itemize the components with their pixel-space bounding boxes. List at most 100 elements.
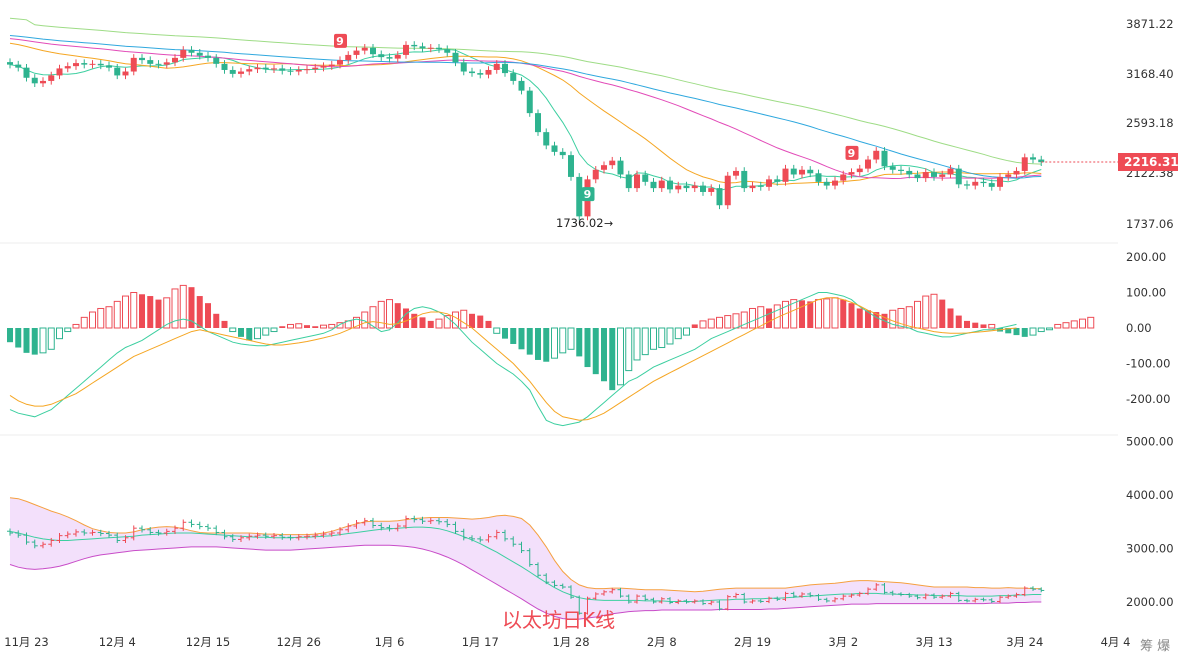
td-count-label: 9	[848, 147, 856, 160]
candle-body	[568, 155, 574, 177]
candle-body	[337, 60, 343, 65]
candle-body	[634, 174, 640, 189]
macd-histogram-bar	[897, 307, 905, 329]
candle-body	[295, 69, 302, 72]
td-count-label: 9	[584, 188, 592, 201]
macd-histogram-bar	[980, 324, 987, 328]
macd-histogram-bar	[460, 309, 468, 329]
candle-body	[378, 54, 385, 58]
candle-body	[1013, 170, 1020, 175]
macd-histogram-bar	[502, 328, 508, 339]
macd-histogram-bar	[386, 299, 393, 329]
candle-body	[411, 44, 418, 47]
candle-body	[502, 63, 508, 74]
candle-body	[403, 44, 409, 55]
macd-histogram-bar	[23, 328, 30, 353]
macd-histogram-bar	[238, 328, 244, 337]
td-count-label: 9	[336, 35, 344, 48]
candle-body	[246, 69, 253, 72]
macd-histogram-bar	[1029, 327, 1037, 336]
macd-histogram-bar	[377, 300, 385, 329]
macd-axis-tick: -100.00	[1126, 357, 1170, 371]
macd-histogram-bar	[790, 299, 798, 329]
date-axis-tick: 1月 17	[462, 635, 499, 649]
candle-body	[601, 165, 607, 170]
candle-body	[972, 181, 979, 186]
candle-body	[700, 185, 706, 192]
macd-histogram-bar	[47, 327, 55, 350]
candle-body	[865, 159, 871, 169]
candle-body	[386, 57, 393, 59]
candle-body	[922, 172, 929, 179]
macd-histogram-bar	[130, 292, 138, 329]
candle-body	[848, 172, 855, 175]
candle-body	[15, 64, 22, 68]
macd-histogram-bar	[122, 295, 129, 329]
candle-body	[188, 49, 195, 53]
macd-histogram-bar	[766, 308, 772, 328]
candle-body	[89, 63, 96, 65]
macd-histogram-bar	[196, 296, 203, 328]
boll-panel	[7, 497, 1045, 620]
date-axis-tick: 3月 24	[1006, 635, 1043, 649]
macd-histogram-bar	[72, 323, 80, 329]
ma-7-line	[9, 48, 1042, 192]
macd-histogram-bar	[1037, 327, 1045, 333]
candle-body	[419, 46, 426, 49]
candle-body	[114, 67, 121, 76]
macd-histogram-bar	[955, 315, 962, 328]
macd-histogram-bar	[1013, 328, 1020, 336]
candle-body	[271, 68, 277, 70]
macd-histogram-bar	[724, 315, 732, 329]
candle-body	[81, 63, 88, 65]
macd-histogram-bar	[1054, 323, 1062, 329]
candle-body	[452, 52, 459, 63]
candle-body	[790, 168, 797, 175]
candle-body	[1038, 159, 1045, 163]
macd-histogram-bar	[39, 327, 47, 354]
macd-histogram-bar	[353, 316, 360, 329]
macd-histogram-bar	[270, 327, 278, 333]
candle-body	[749, 185, 756, 189]
date-axis-tick: 12月 15	[186, 635, 230, 649]
candle-body	[1021, 157, 1028, 171]
macd-histogram-bar	[873, 312, 880, 328]
corner-menu[interactable]: 筹 爆	[1140, 638, 1170, 654]
candle-body	[526, 90, 533, 114]
candle-body	[205, 55, 211, 58]
macd-histogram-bar	[749, 307, 756, 329]
macd-histogram-bar	[369, 306, 377, 329]
macd-histogram-bar	[419, 317, 426, 328]
macd-histogram-bar	[477, 315, 484, 328]
candle-body	[815, 173, 822, 182]
date-axis-tick: 12月 26	[277, 635, 321, 649]
macd-histogram-bar	[469, 313, 475, 328]
macd-axis-tick: 0.00	[1126, 321, 1152, 335]
candle-body	[667, 180, 673, 190]
macd-histogram-bar	[922, 295, 930, 329]
macd-histogram-bar	[831, 297, 839, 329]
macd-histogram-bar	[1005, 328, 1012, 334]
macd-histogram-bar	[394, 303, 401, 328]
candle-body	[147, 60, 154, 64]
candle-body	[510, 73, 517, 81]
candle-body	[427, 47, 434, 49]
macd-histogram-bar	[716, 316, 723, 329]
macd-histogram-bar	[1087, 316, 1095, 329]
macd-histogram-bar	[988, 323, 996, 329]
min-price-arrow: →	[604, 217, 613, 230]
macd-histogram-bar	[807, 301, 814, 328]
macd-histogram-bar	[799, 300, 805, 328]
macd-axis-tick: 100.00	[1126, 286, 1166, 300]
macd-histogram-bar	[848, 303, 855, 328]
macd-dea-line	[9, 297, 1017, 421]
candle-body	[856, 168, 863, 173]
macd-histogram-bar	[312, 326, 319, 328]
candle-body	[312, 67, 319, 70]
ma-60-line	[9, 17, 1042, 165]
candle-body	[1005, 174, 1012, 177]
candle-body	[213, 57, 220, 64]
candle-body	[56, 68, 63, 76]
